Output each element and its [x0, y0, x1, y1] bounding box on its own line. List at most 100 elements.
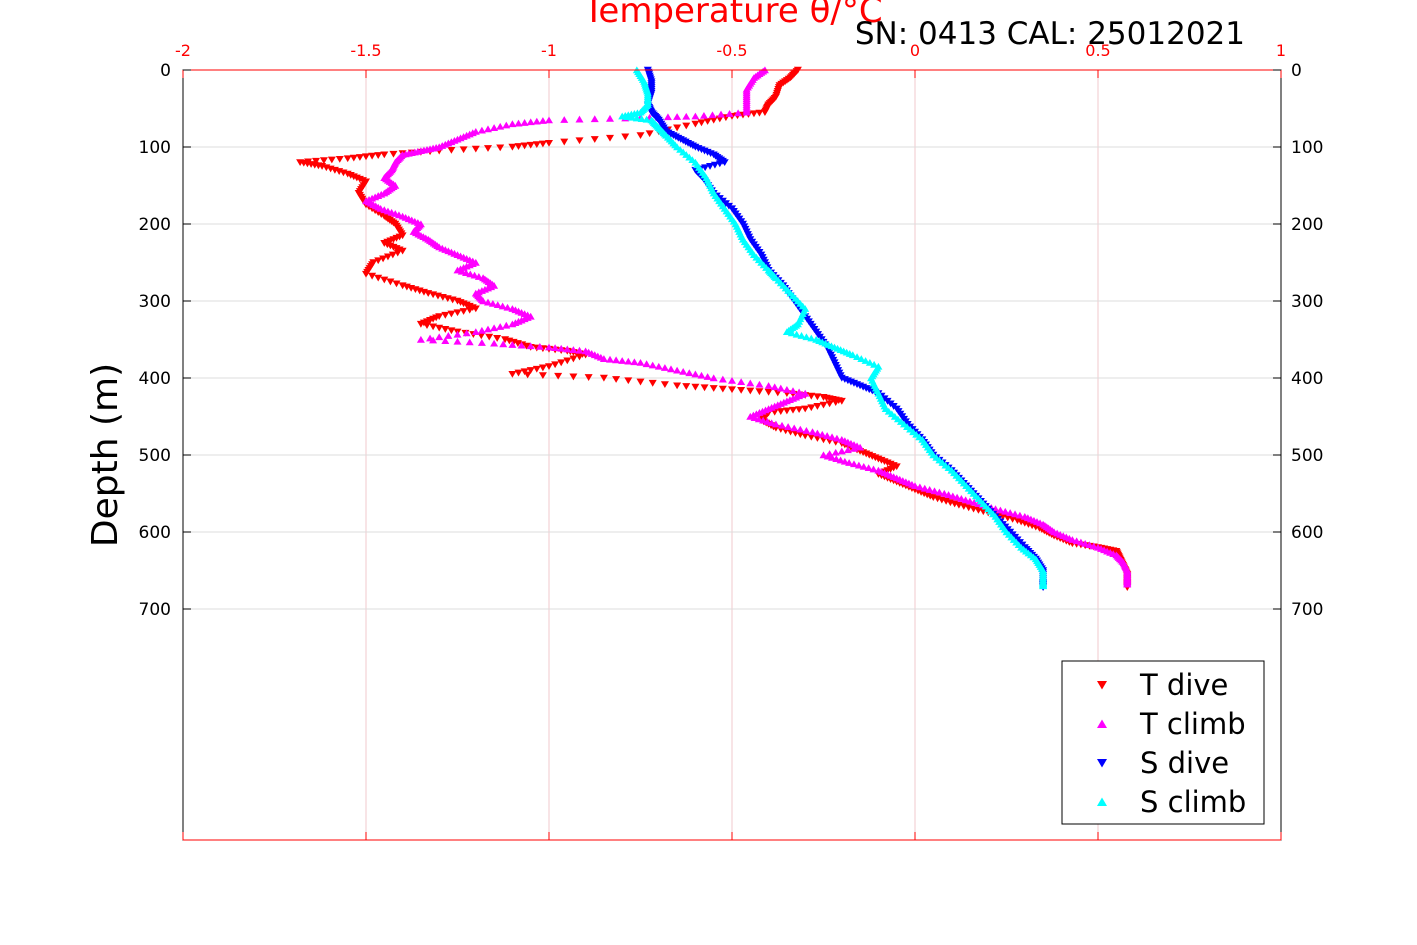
data-point — [850, 444, 858, 452]
chart-title: Temperature θ/°C — [582, 0, 882, 31]
data-point — [660, 364, 669, 371]
data-point — [471, 145, 480, 153]
data-point — [630, 358, 639, 366]
data-point — [569, 346, 578, 353]
y-tick-label: 300 — [139, 292, 171, 312]
data-point — [362, 153, 370, 161]
data-point — [636, 378, 645, 386]
data-point — [755, 388, 764, 396]
data-point — [636, 132, 645, 140]
data-point — [837, 397, 846, 405]
data-point — [457, 267, 466, 275]
data-point — [453, 309, 462, 317]
data-point — [870, 360, 879, 368]
data-point — [374, 274, 383, 282]
data-point — [797, 332, 806, 339]
x-tick-label: 0 — [910, 41, 920, 60]
data-point — [764, 388, 773, 396]
data-point — [569, 355, 578, 363]
series-t-climb — [362, 66, 1132, 588]
data-point — [759, 416, 768, 424]
data-point — [813, 429, 822, 437]
data-point — [632, 114, 641, 122]
data-point — [612, 356, 621, 364]
data-point — [496, 323, 505, 330]
data-point — [1039, 582, 1048, 590]
legend-marker — [1097, 719, 1107, 728]
y-tick-label-right: 200 — [1291, 215, 1323, 235]
data-point — [673, 366, 682, 374]
data-point — [327, 156, 336, 164]
data-point — [484, 145, 492, 152]
data-point — [606, 114, 614, 122]
data-point — [599, 355, 608, 362]
data-point — [725, 110, 734, 117]
data-point — [484, 325, 492, 333]
data-point — [474, 273, 483, 280]
data-point — [861, 357, 870, 364]
data-point — [663, 113, 672, 121]
data-point — [532, 117, 541, 125]
data-point — [590, 115, 599, 123]
data-point — [802, 427, 811, 434]
data-point — [569, 373, 578, 381]
y-tick-label-right: 400 — [1291, 369, 1323, 389]
y-tick-label: 400 — [139, 369, 171, 389]
data-point — [642, 115, 651, 123]
data-point — [508, 143, 517, 151]
data-point — [563, 345, 572, 353]
data-point — [560, 138, 569, 146]
data-point — [392, 280, 401, 288]
data-point — [742, 108, 751, 116]
data-point — [523, 371, 532, 379]
data-point — [709, 116, 718, 124]
data-point — [508, 370, 517, 378]
data-point — [782, 328, 791, 335]
data-point — [703, 118, 712, 125]
data-point — [490, 339, 499, 347]
data-point — [784, 423, 793, 430]
data-point — [485, 333, 494, 341]
data-point — [944, 491, 953, 498]
data-point — [737, 378, 746, 386]
data-point — [551, 344, 560, 352]
data-point — [493, 335, 502, 342]
data-point — [728, 376, 736, 384]
y-tick-label: 100 — [139, 138, 171, 158]
data-point — [496, 122, 505, 130]
data-point — [636, 359, 645, 366]
data-point — [925, 486, 934, 493]
data-point — [618, 112, 627, 120]
data-point — [416, 320, 425, 328]
data-point — [517, 341, 526, 349]
data-point — [789, 406, 797, 414]
legend-marker — [1097, 681, 1107, 690]
data-point — [459, 146, 468, 154]
data-point — [818, 430, 827, 438]
chart-annotation: SN: 0413 CAL: 25012021 — [855, 16, 1245, 52]
data-point — [335, 155, 344, 163]
data-point — [771, 420, 780, 428]
data-point — [560, 116, 569, 123]
data-point — [776, 384, 785, 392]
data-point — [708, 111, 717, 119]
data-point — [532, 365, 541, 373]
data-point — [453, 330, 462, 338]
data-point — [750, 414, 759, 421]
data-point — [782, 385, 791, 393]
y-tick-label: 700 — [139, 600, 171, 620]
data-point — [831, 448, 840, 456]
data-point — [807, 404, 816, 412]
y-tick-label-right: 500 — [1291, 446, 1323, 466]
legend-marker — [1097, 797, 1107, 806]
data-point — [368, 152, 377, 160]
data-point — [520, 119, 529, 126]
data-point — [343, 155, 352, 163]
data-point — [624, 357, 633, 365]
data-point — [545, 343, 553, 351]
data-point — [447, 310, 456, 318]
data-point — [718, 375, 727, 383]
data-point — [699, 111, 708, 119]
data-point — [1006, 509, 1015, 516]
